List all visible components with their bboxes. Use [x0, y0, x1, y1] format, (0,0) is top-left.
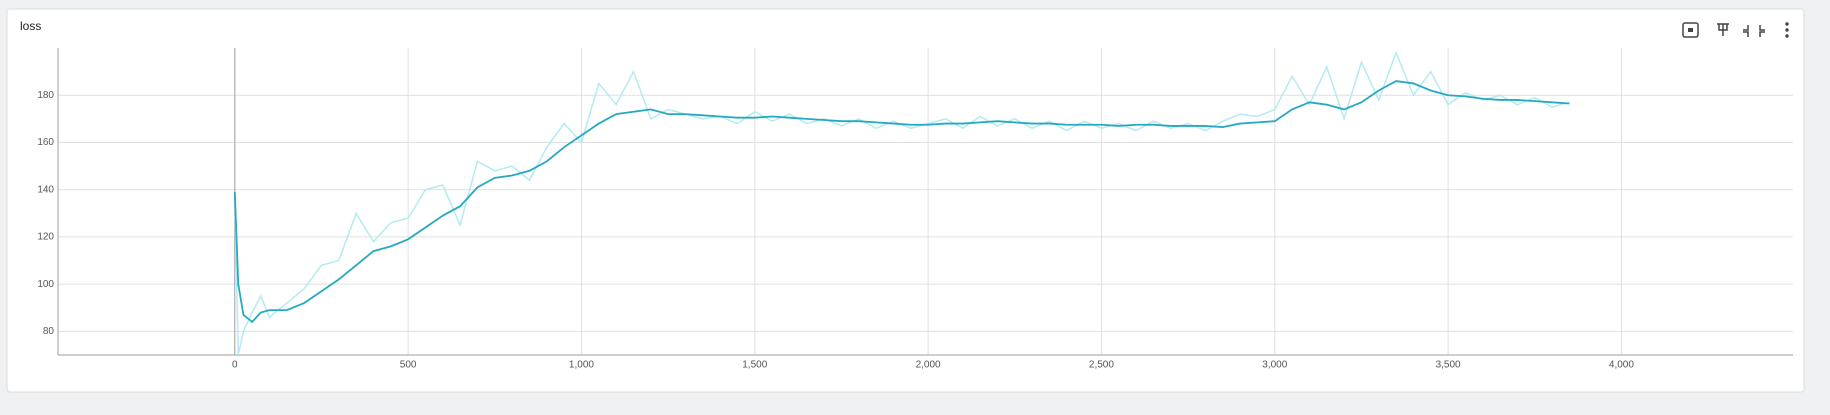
y-tick-label: 80 — [43, 326, 55, 337]
y-tick-label: 120 — [37, 232, 54, 243]
x-tick-label: 2,000 — [916, 360, 941, 371]
y-tick-label: 140 — [37, 184, 54, 195]
fit-icon[interactable] — [1682, 22, 1699, 38]
y-tick-label: 160 — [37, 137, 54, 148]
chart-title: loss — [20, 19, 41, 33]
x-tick-label: 1,000 — [569, 360, 594, 371]
x-tick-label: 500 — [400, 360, 417, 371]
series-line — [234, 50, 1570, 355]
x-tick-label: 3,000 — [1262, 360, 1287, 371]
series-line — [233, 80, 1570, 324]
x-tick-label: 4,000 — [1609, 360, 1634, 371]
pin-icon[interactable] — [1717, 23, 1729, 36]
x-tick-label: 3,500 — [1436, 360, 1461, 371]
x-tick-label: 0 — [232, 360, 238, 371]
y-tick-label: 180 — [37, 90, 54, 101]
x-tick-label: 2,500 — [1089, 360, 1114, 371]
plot-area: 80 100 120 140 160 180 0 500 1,000 1,500 2,000 2,50… — [37, 48, 1793, 371]
y-tick-label: 100 — [37, 279, 54, 290]
menu-icon[interactable] — [1785, 22, 1789, 38]
x-tick-label: 1,500 — [742, 360, 767, 371]
collapse-icon[interactable] — [1743, 25, 1765, 37]
card — [6, 8, 1805, 393]
